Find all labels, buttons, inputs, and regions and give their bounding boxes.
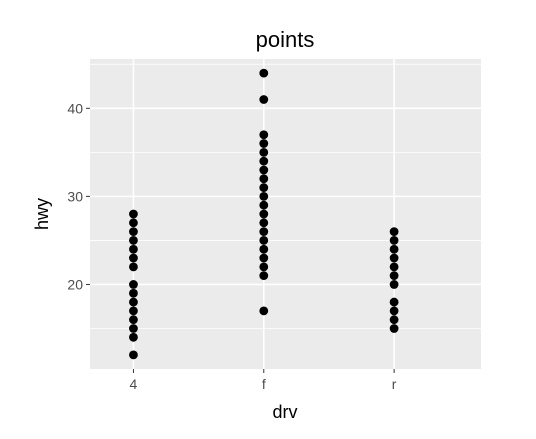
data-point xyxy=(389,253,399,263)
x-axis-title: drv xyxy=(272,402,297,422)
data-point xyxy=(259,218,269,228)
data-point xyxy=(259,139,269,148)
data-point xyxy=(259,165,269,175)
data-point xyxy=(129,350,138,360)
data-point xyxy=(389,297,399,307)
data-point xyxy=(259,244,269,254)
y-axis: 20 30 40 xyxy=(67,100,90,292)
minor-gridlines xyxy=(90,63,481,329)
data-point xyxy=(129,253,138,263)
data-point xyxy=(389,227,399,237)
x-tick-label: 4 xyxy=(130,376,138,392)
data-point xyxy=(129,297,138,307)
data-point xyxy=(259,271,269,281)
data-point xyxy=(259,68,269,78)
data-point xyxy=(129,236,138,245)
y-axis-title: hwy xyxy=(32,198,52,230)
x-tick-label: r xyxy=(392,376,397,392)
data-point xyxy=(129,244,138,254)
data-point xyxy=(389,244,399,254)
data-point xyxy=(129,306,138,316)
plot-panel xyxy=(90,59,481,369)
y-tick-label: 20 xyxy=(67,276,83,292)
data-point xyxy=(259,253,269,263)
data-points xyxy=(129,68,399,360)
data-point xyxy=(129,218,138,228)
data-point xyxy=(259,236,269,245)
data-point xyxy=(389,306,399,316)
data-point xyxy=(389,262,399,272)
y-tick-label: 40 xyxy=(67,100,83,116)
data-point xyxy=(389,236,399,245)
data-point xyxy=(259,174,269,184)
data-point xyxy=(389,280,399,289)
data-point xyxy=(129,209,138,219)
data-point xyxy=(129,288,138,298)
data-point xyxy=(259,183,269,192)
data-point xyxy=(259,209,269,219)
data-point xyxy=(259,262,269,272)
data-point xyxy=(259,130,269,140)
data-point xyxy=(259,147,269,157)
data-point xyxy=(259,306,269,316)
data-point xyxy=(259,227,269,237)
x-tick-label: f xyxy=(262,376,266,392)
data-point xyxy=(389,271,399,281)
data-point xyxy=(259,156,269,166)
data-point xyxy=(129,262,138,272)
data-point xyxy=(129,315,138,325)
data-point xyxy=(259,200,269,210)
data-point xyxy=(129,332,138,342)
data-point xyxy=(129,280,138,289)
data-point xyxy=(389,324,399,333)
data-point xyxy=(389,315,399,325)
x-axis: 4 f r xyxy=(130,369,397,392)
data-point xyxy=(259,191,269,201)
chart-title: points xyxy=(256,27,315,52)
data-point xyxy=(129,227,138,237)
data-point xyxy=(259,95,269,104)
data-point xyxy=(129,324,138,333)
y-tick-label: 30 xyxy=(67,188,83,204)
